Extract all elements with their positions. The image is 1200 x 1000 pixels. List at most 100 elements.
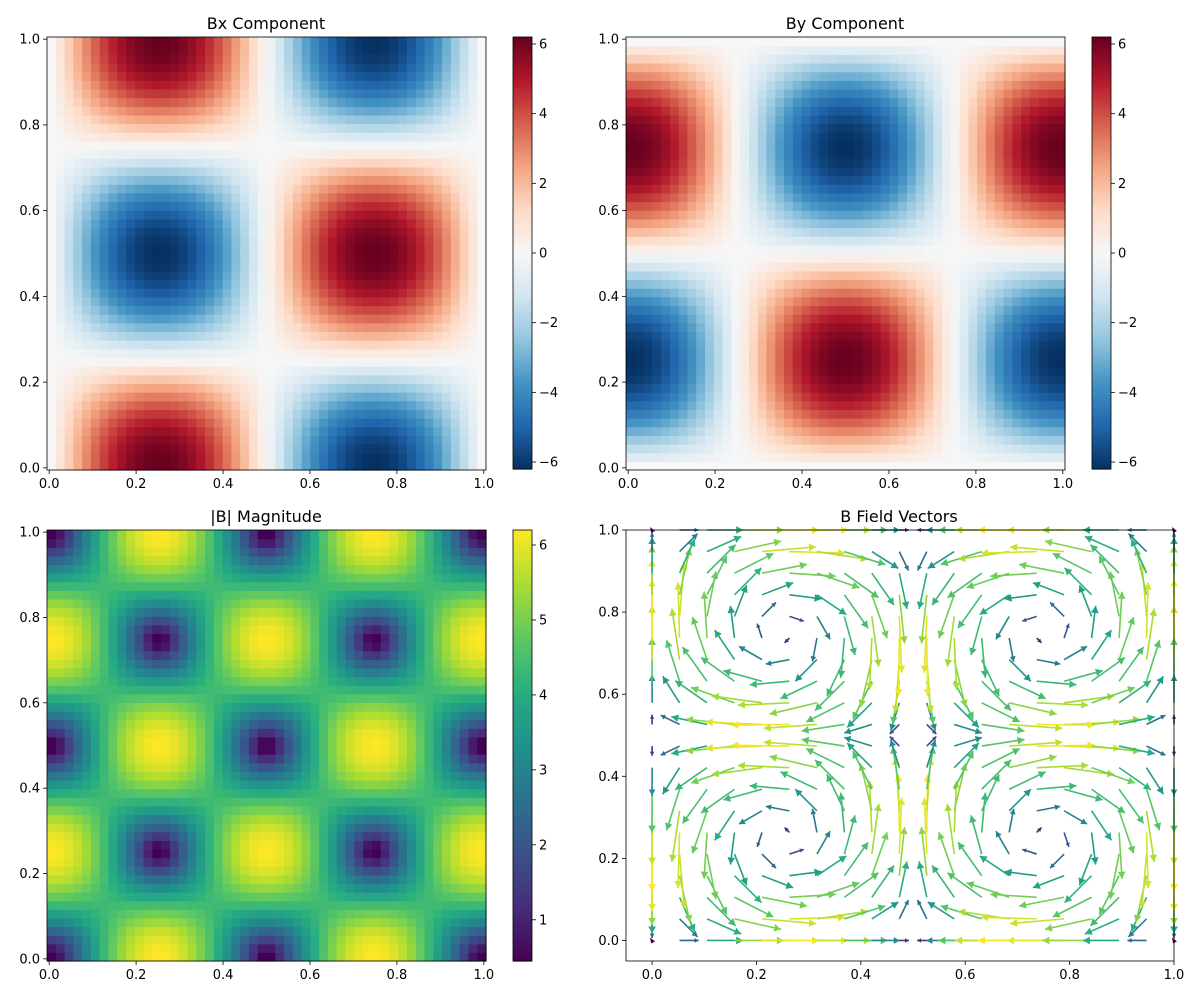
- heatmap-cell: [152, 201, 162, 211]
- heatmap-cell: [213, 305, 224, 315]
- heatmap-cell: [863, 452, 873, 462]
- heatmap-cell: [415, 262, 426, 272]
- heatmap-cell: [389, 37, 399, 47]
- heatmap-cell: [187, 348, 197, 359]
- heatmap-cell: [319, 192, 329, 203]
- heatmap-cell: [82, 45, 92, 55]
- heatmap-cell: [705, 340, 715, 350]
- heatmap-cell: [398, 262, 408, 272]
- heatmap-cell: [1021, 123, 1031, 133]
- heatmap-cell: [371, 236, 382, 246]
- heatmap-cell: [942, 270, 952, 281]
- heatmap-cell: [950, 236, 961, 246]
- heatmap-cell: [959, 132, 970, 142]
- heatmap-cell: [231, 132, 241, 142]
- heatmap-cell: [380, 123, 391, 133]
- heatmap-cell: [108, 227, 118, 237]
- heatmap-cell: [722, 71, 732, 81]
- heatmap-cell: [459, 54, 470, 64]
- heatmap-cell: [731, 253, 741, 263]
- heatmap-cell: [696, 166, 706, 177]
- heatmap-cell: [748, 114, 759, 125]
- heatmap-cell: [371, 262, 382, 272]
- heatmap-cell: [722, 114, 732, 125]
- heatmap-cell: [1038, 236, 1049, 246]
- heatmap-cell: [748, 149, 759, 159]
- heatmap-cell: [968, 461, 978, 471]
- heatmap-cell: [73, 71, 83, 81]
- heatmap-cell: [327, 106, 338, 116]
- heatmap-cell: [880, 149, 890, 159]
- heatmap-cell: [652, 322, 662, 333]
- heatmap-cell: [433, 184, 443, 194]
- heatmap-cell: [354, 461, 364, 471]
- heatmap-cell: [1029, 253, 1040, 263]
- heatmap-cell: [634, 149, 645, 159]
- heatmap-cell: [450, 366, 461, 376]
- heatmap-cell: [854, 452, 864, 462]
- heatmap-cell: [863, 444, 873, 454]
- heatmap-cell: [406, 123, 417, 133]
- heatmap-cell: [933, 80, 943, 90]
- heatmap-cell: [389, 340, 399, 350]
- heatmap-cell: [705, 71, 715, 81]
- heatmap-cell: [705, 366, 715, 376]
- heatmap-cell: [994, 435, 1005, 445]
- heatmap-cell: [863, 210, 873, 220]
- heatmap-cell: [643, 279, 653, 289]
- heatmap-cell: [819, 218, 829, 229]
- heatmap-cell: [827, 357, 838, 367]
- heatmap-cell: [187, 37, 197, 47]
- heatmap-cell: [415, 106, 426, 116]
- heatmap-cell: [222, 461, 232, 471]
- heatmap-cell: [757, 270, 768, 281]
- heatmap-cell: [775, 114, 785, 125]
- heatmap-cell: [687, 218, 697, 229]
- heatmap-cell: [99, 279, 110, 289]
- heatmap-cell: [766, 149, 776, 159]
- heatmap-cell: [117, 210, 127, 220]
- heatmap-cell: [196, 140, 206, 151]
- heatmap-cell: [73, 322, 83, 333]
- heatmap-cell: [985, 357, 996, 367]
- heatmap-cell: [1047, 132, 1057, 142]
- heatmap-cell: [345, 383, 355, 393]
- heatmap-cell: [310, 305, 320, 315]
- heatmap-cell: [836, 409, 847, 419]
- heatmap-cell: [906, 409, 917, 419]
- heatmap-cell: [1038, 444, 1049, 454]
- heatmap-cell: [933, 184, 943, 194]
- heatmap-cell: [1038, 149, 1049, 159]
- heatmap-cell: [327, 357, 338, 367]
- heatmap-cell: [1029, 88, 1040, 99]
- heatmap-cell: [178, 149, 189, 159]
- heatmap-cell: [1038, 227, 1049, 237]
- heatmap-cell: [459, 184, 470, 194]
- heatmap-cell: [1029, 348, 1040, 359]
- heatmap-cell: [406, 71, 417, 81]
- heatmap-cell: [801, 296, 811, 307]
- heatmap-cell: [757, 366, 768, 376]
- heatmap-cell: [117, 366, 127, 376]
- heatmap-cell: [1012, 244, 1022, 255]
- heatmap-cell: [1003, 97, 1013, 107]
- heatmap-cell: [354, 340, 364, 350]
- heatmap-cell: [90, 461, 101, 471]
- heatmap-cell: [766, 106, 776, 116]
- heatmap-cell: [994, 210, 1005, 220]
- heatmap-cell: [977, 331, 987, 341]
- heatmap-cell: [792, 262, 803, 272]
- heatmap-cell: [336, 175, 347, 185]
- heatmap-cell: [968, 296, 978, 307]
- heatmap-cell: [292, 106, 303, 116]
- heatmap-cell: [389, 400, 399, 410]
- heatmap-cell: [47, 452, 57, 462]
- heatmap-cell: [424, 279, 434, 289]
- heatmap-cell: [819, 201, 829, 211]
- heatmap-cell: [450, 314, 461, 324]
- heatmap-cell: [205, 62, 215, 73]
- heatmap-cell: [380, 166, 391, 177]
- heatmap-cell: [47, 175, 57, 185]
- heatmap-cell: [933, 444, 943, 454]
